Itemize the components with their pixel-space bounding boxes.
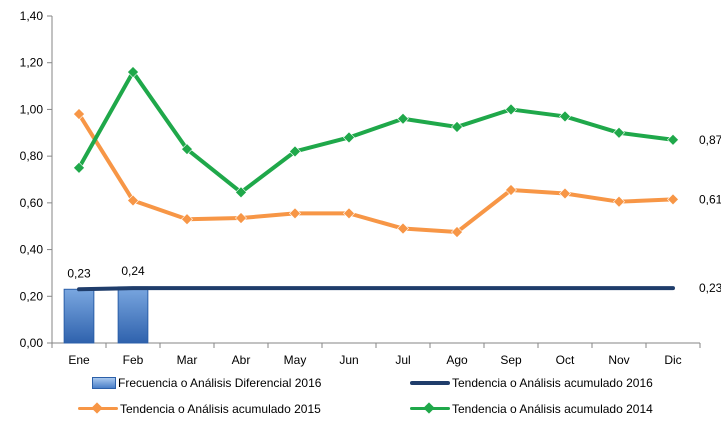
legend-item-tendencia-2014: Tendencia o Análisis acumulado 2014	[410, 400, 653, 418]
diamond-marker	[505, 103, 517, 116]
diamond-marker	[289, 207, 301, 220]
diamond-marker	[181, 143, 193, 156]
chart-legend: Frecuencia o Análisis Diferencial 2016 T…	[0, 372, 721, 428]
x-tick-label: Jun	[339, 353, 358, 367]
bar-series	[63, 286, 149, 344]
line-chart: 0,00 0,20 0,40 0,60 0,80 1,00 1,20 1,40 Ene Feb Ma…	[20, 9, 721, 367]
diamond-marker	[397, 222, 409, 235]
legend-swatch-line	[410, 374, 450, 392]
x-tick-label: Ene	[68, 353, 90, 367]
diamond-marker	[559, 110, 571, 123]
diamond-marker	[73, 108, 85, 121]
diamond-marker	[127, 194, 139, 207]
diamond-marker	[613, 195, 625, 208]
series-line	[77, 112, 675, 235]
y-tick-label: 1,20	[20, 56, 44, 70]
legend-swatch-bar	[92, 377, 116, 389]
bar-data-label: 0,23	[67, 266, 91, 280]
y-tick-label: 0,60	[20, 196, 44, 210]
series-line	[77, 286, 675, 292]
y-tick-label: 1,00	[20, 102, 44, 116]
x-tick-label: Sep	[500, 353, 522, 367]
series-line	[77, 70, 675, 195]
x-tick-label: May	[284, 353, 307, 367]
legend-label: Frecuencia o Análisis Diferencial 2016	[118, 376, 322, 390]
diamond-marker	[397, 112, 409, 125]
x-tick-label: Dic	[664, 353, 681, 367]
bar-data-label: 0,24	[121, 264, 145, 278]
line-series	[73, 66, 679, 292]
legend-swatch-line	[410, 400, 450, 418]
diamond-marker	[451, 121, 463, 133]
diamond-marker	[343, 131, 355, 144]
legend-label: Tendencia o Análisis acumulado 2016	[452, 376, 653, 390]
bar	[117, 286, 149, 344]
diamond-marker	[289, 145, 301, 158]
legend-label: Tendencia o Análisis acumulado 2015	[120, 402, 321, 416]
end-data-label: 0,61	[699, 192, 721, 206]
diamond-marker	[559, 187, 571, 200]
diamond-marker	[181, 213, 193, 226]
y-tick-label: 0,20	[20, 289, 44, 303]
x-tick-label: Mar	[177, 353, 198, 367]
diamond-marker	[235, 186, 247, 199]
legend-item-frecuencia-2016: Frecuencia o Análisis Diferencial 2016	[92, 374, 321, 392]
x-tick-label: Feb	[123, 353, 144, 367]
diamond-marker	[73, 161, 85, 174]
diamond-marker	[343, 207, 355, 220]
x-tick-label: Oct	[556, 353, 575, 367]
chart-axes: 0,00 0,20 0,40 0,60 0,80 1,00 1,20 1,40 Ene Feb Ma…	[20, 9, 701, 367]
diamond-marker	[667, 193, 679, 206]
x-tick-label: Jul	[395, 353, 410, 367]
x-tick-label: Nov	[608, 353, 629, 367]
diamond-marker	[127, 66, 139, 78]
diamond-marker	[667, 133, 679, 146]
bar	[63, 288, 95, 344]
legend-label: Tendencia o Análisis acumulado 2014	[452, 402, 653, 416]
y-tick-label: 0,80	[20, 149, 44, 163]
x-tick-label: Ago	[446, 353, 468, 367]
end-data-label: 0,87	[699, 133, 721, 147]
y-tick-label: 1,40	[20, 9, 44, 23]
legend-swatch-line	[78, 400, 118, 418]
diamond-marker	[451, 226, 463, 238]
diamond-marker	[505, 184, 517, 196]
x-tick-label: Abr	[232, 353, 251, 367]
data-labels: 0,23 0,24 0,23 0,61 0,87	[67, 133, 721, 295]
diamond-marker	[613, 126, 625, 139]
y-tick-label: 0,00	[20, 336, 44, 350]
y-tick-label: 0,40	[20, 243, 44, 257]
legend-item-tendencia-2016: Tendencia o Análisis acumulado 2016	[410, 374, 653, 392]
end-data-label: 0,23	[699, 281, 721, 295]
diamond-marker	[235, 212, 247, 224]
legend-item-tendencia-2015: Tendencia o Análisis acumulado 2015	[78, 400, 321, 418]
